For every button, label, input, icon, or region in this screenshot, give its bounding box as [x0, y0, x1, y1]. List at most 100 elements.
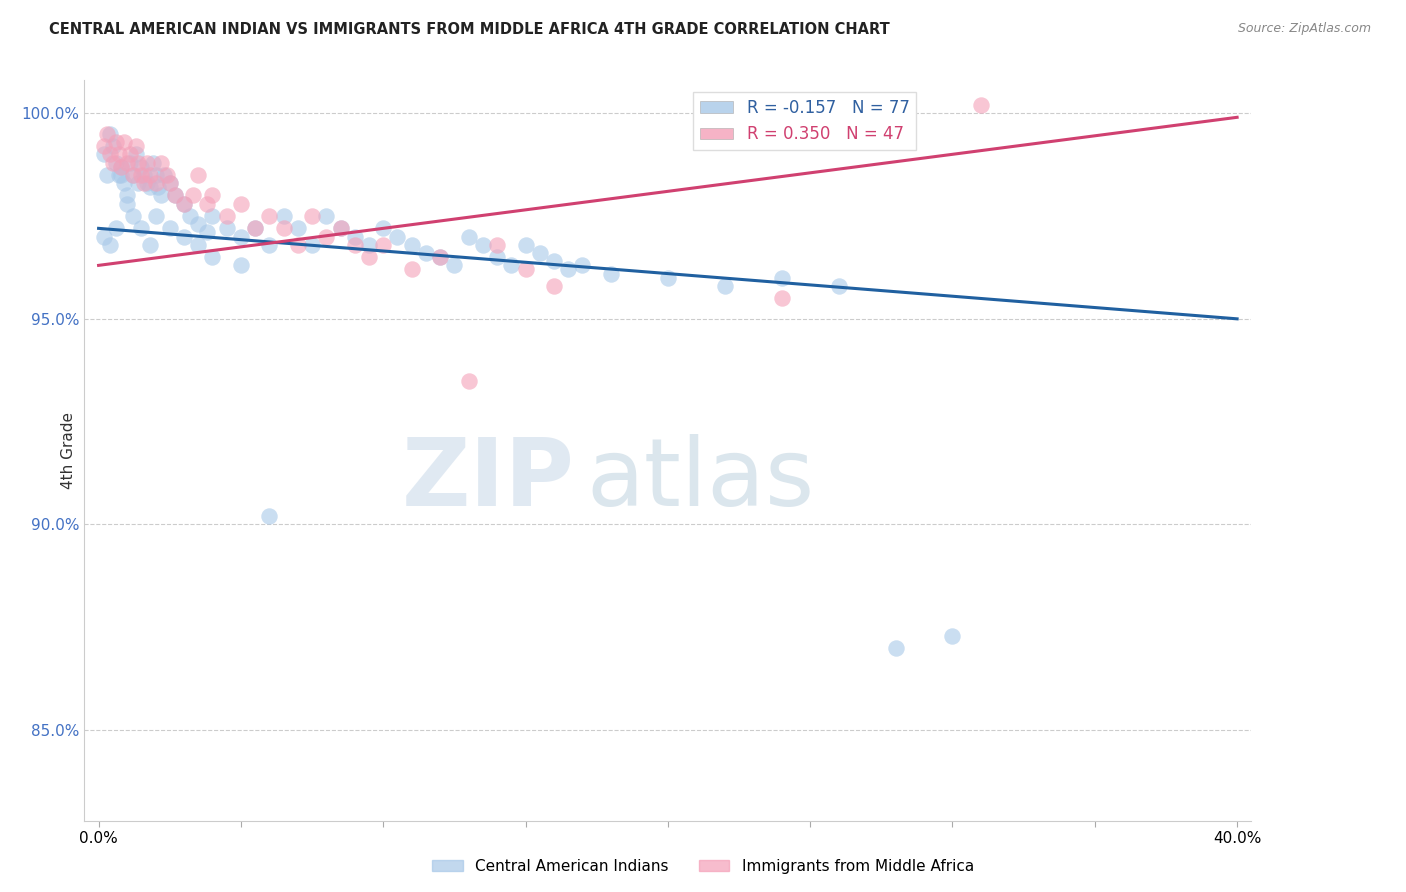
- Point: [127, 155, 149, 169]
- Point: [373, 221, 395, 235]
- Point: [118, 155, 141, 169]
- Point: [148, 180, 170, 194]
- Point: [173, 196, 195, 211]
- Text: Source: ZipAtlas.com: Source: ZipAtlas.com: [1237, 22, 1371, 36]
- Point: [215, 209, 238, 223]
- Point: [187, 217, 209, 231]
- Point: [107, 168, 129, 182]
- Point: [139, 168, 162, 182]
- Point: [93, 147, 115, 161]
- Point: [159, 176, 181, 190]
- Point: [165, 188, 187, 202]
- Point: [145, 168, 167, 182]
- Point: [110, 160, 132, 174]
- Point: [139, 180, 162, 194]
- Point: [179, 209, 201, 223]
- Point: [457, 229, 479, 244]
- Point: [543, 254, 565, 268]
- Point: [201, 250, 224, 264]
- Legend: Central American Indians, Immigrants from Middle Africa: Central American Indians, Immigrants fro…: [426, 853, 980, 880]
- Point: [329, 221, 352, 235]
- Point: [301, 209, 323, 223]
- Point: [110, 160, 132, 174]
- Point: [259, 209, 281, 223]
- Text: ZIP: ZIP: [402, 434, 575, 526]
- Point: [329, 221, 352, 235]
- Point: [201, 188, 224, 202]
- Point: [301, 237, 323, 252]
- Point: [571, 258, 593, 272]
- Text: CENTRAL AMERICAN INDIAN VS IMMIGRANTS FROM MIDDLE AFRICA 4TH GRADE CORRELATION C: CENTRAL AMERICAN INDIAN VS IMMIGRANTS FR…: [49, 22, 890, 37]
- Point: [134, 176, 156, 190]
- Point: [142, 155, 165, 169]
- Point: [104, 135, 127, 149]
- Point: [401, 262, 423, 277]
- Text: atlas: atlas: [586, 434, 814, 526]
- Point: [101, 139, 124, 153]
- Point: [443, 258, 465, 272]
- Point: [401, 237, 423, 252]
- Point: [343, 229, 366, 244]
- Point: [515, 262, 537, 277]
- Point: [315, 209, 337, 223]
- Point: [486, 237, 509, 252]
- Point: [970, 98, 993, 112]
- Point: [145, 176, 167, 190]
- Point: [98, 147, 121, 161]
- Point: [770, 291, 793, 305]
- Point: [259, 237, 281, 252]
- Point: [112, 135, 135, 149]
- Point: [515, 237, 537, 252]
- Point: [115, 155, 138, 169]
- Point: [96, 127, 118, 141]
- Point: [129, 168, 152, 182]
- Point: [124, 147, 146, 161]
- Point: [101, 155, 124, 169]
- Point: [104, 155, 127, 169]
- Y-axis label: 4th Grade: 4th Grade: [60, 412, 76, 489]
- Point: [173, 196, 195, 211]
- Point: [121, 168, 143, 182]
- Point: [600, 267, 623, 281]
- Point: [501, 258, 523, 272]
- Point: [373, 237, 395, 252]
- Point: [159, 176, 181, 190]
- Point: [471, 237, 494, 252]
- Point: [187, 168, 209, 182]
- Point: [429, 250, 451, 264]
- Point: [129, 221, 152, 235]
- Point: [98, 237, 121, 252]
- Point: [315, 229, 337, 244]
- Point: [156, 168, 179, 182]
- Point: [150, 155, 173, 169]
- Point: [173, 229, 195, 244]
- Point: [457, 374, 479, 388]
- Point: [93, 229, 115, 244]
- Point: [941, 628, 963, 642]
- Point: [134, 168, 156, 182]
- Point: [181, 188, 204, 202]
- Point: [139, 237, 162, 252]
- Point: [93, 139, 115, 153]
- Point: [884, 640, 907, 655]
- Point: [229, 196, 252, 211]
- Point: [98, 127, 121, 141]
- Point: [104, 221, 127, 235]
- Point: [486, 250, 509, 264]
- Point: [429, 250, 451, 264]
- Point: [273, 209, 295, 223]
- Point: [215, 221, 238, 235]
- Point: [145, 209, 167, 223]
- Point: [827, 279, 849, 293]
- Point: [136, 176, 159, 190]
- Point: [124, 139, 146, 153]
- Point: [150, 188, 173, 202]
- Point: [243, 221, 266, 235]
- Legend: R = -0.157   N = 77, R = 0.350   N = 47: R = -0.157 N = 77, R = 0.350 N = 47: [693, 92, 917, 150]
- Point: [259, 509, 281, 524]
- Point: [110, 168, 132, 182]
- Point: [229, 258, 252, 272]
- Point: [657, 270, 679, 285]
- Point: [159, 221, 181, 235]
- Point: [187, 237, 209, 252]
